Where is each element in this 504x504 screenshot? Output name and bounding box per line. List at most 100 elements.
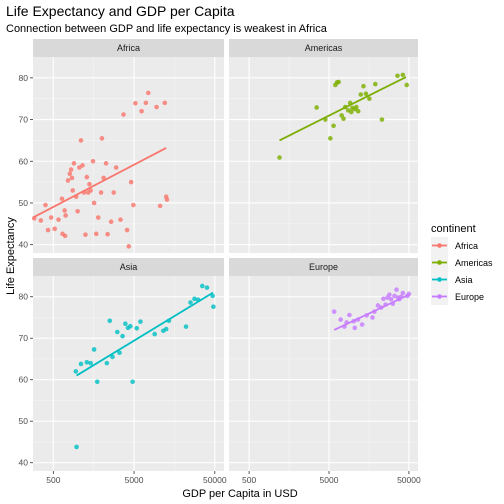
chart-subtitle: Connection between GDP and life expectan…	[6, 23, 328, 35]
data-point-europe	[331, 309, 337, 314]
legend-item-africa: Africa	[431, 237, 478, 254]
facet-strip-label: Asia	[120, 262, 138, 272]
data-point-americas	[363, 91, 369, 96]
data-point-americas	[331, 123, 336, 129]
data-point-africa	[93, 231, 99, 237]
data-point-africa	[111, 190, 117, 195]
x-tick-label: 500	[46, 475, 60, 485]
data-point-africa	[108, 219, 114, 225]
legend-item-asia: Asia	[431, 271, 473, 288]
data-point-africa	[145, 90, 151, 96]
data-point-africa	[113, 165, 119, 170]
facet-panel-africa: Africa 40 50 60 70 80	[19, 39, 224, 253]
data-point-africa	[80, 163, 85, 168]
data-point-americas	[400, 72, 406, 78]
data-point-asia	[115, 329, 120, 335]
data-point-asia	[163, 326, 169, 332]
y-tick-label: 60	[19, 156, 29, 166]
data-point-asia	[78, 361, 84, 367]
x-tick-label: 50000	[203, 475, 227, 485]
trend-line-europe	[333, 293, 410, 331]
data-point-africa	[105, 231, 110, 237]
y-tick-label: 70	[19, 333, 29, 343]
data-point-americas	[354, 104, 359, 110]
data-point-americas	[339, 113, 344, 118]
data-point-africa	[52, 226, 58, 232]
data-point-americas	[314, 105, 319, 110]
data-point-africa	[88, 188, 93, 193]
data-point-africa	[75, 208, 80, 214]
data-point-americas	[277, 155, 282, 160]
data-point-asia	[204, 285, 210, 290]
data-point-americas	[341, 116, 346, 122]
data-point-americas	[379, 117, 385, 122]
data-point-africa	[69, 175, 75, 181]
trend-line-africa	[32, 147, 167, 219]
data-point-europe	[400, 290, 406, 296]
legend-key-point	[437, 260, 442, 265]
legend-item-americas: Americas	[431, 254, 493, 271]
data-point-africa	[87, 181, 92, 187]
data-point-africa	[78, 138, 84, 143]
panel-background	[33, 276, 224, 471]
data-point-africa	[62, 208, 67, 213]
data-point-americas	[361, 83, 366, 89]
facet-strip-label: Americas	[305, 43, 343, 53]
data-point-europe	[347, 312, 352, 318]
data-point-asia	[123, 321, 128, 327]
data-point-africa	[43, 202, 48, 208]
data-point-africa	[118, 217, 123, 222]
data-point-asia	[110, 354, 115, 360]
data-point-africa	[59, 196, 65, 202]
y-tick-label: 40	[19, 240, 29, 250]
data-point-africa	[70, 188, 76, 193]
facet-strip	[33, 258, 224, 276]
data-point-asia	[152, 331, 157, 337]
x-tick-label: 500	[242, 475, 256, 485]
data-point-asia	[210, 293, 215, 299]
data-point-africa	[65, 178, 71, 183]
facet-strip	[33, 39, 224, 57]
data-point-americas	[336, 79, 341, 85]
data-point-africa	[124, 227, 130, 233]
legend-label: Europe	[455, 292, 484, 302]
data-point-africa	[98, 190, 104, 195]
facet-strip-label: Europe	[309, 262, 338, 272]
data-point-asia	[199, 283, 205, 289]
panel-background	[229, 276, 418, 471]
data-point-africa	[71, 161, 77, 166]
facet-strip-label: Africa	[117, 43, 140, 53]
data-point-africa	[139, 108, 144, 114]
data-point-asia	[107, 318, 113, 324]
y-tick-label: 60	[19, 375, 29, 385]
y-tick-label: 70	[19, 115, 29, 125]
data-point-africa	[95, 215, 101, 220]
legend: continent Africa Americas Asia Europe	[431, 223, 493, 305]
data-point-africa	[84, 174, 90, 180]
data-point-americas	[367, 96, 372, 102]
facet-panel-asia: Asia 40 50 60 70 80 500 5000 50000	[19, 258, 227, 485]
legend-title: continent	[431, 223, 476, 235]
data-point-africa	[143, 100, 149, 106]
facet-strip	[229, 39, 418, 57]
data-point-africa	[63, 213, 68, 218]
data-point-asia	[94, 379, 100, 385]
data-point-africa	[131, 202, 136, 208]
facet-strip	[229, 258, 418, 276]
legend-items: Africa Americas Asia Europe	[431, 237, 493, 305]
y-tick-label: 50	[19, 416, 29, 426]
data-point-africa	[154, 104, 159, 110]
legend-key-point	[437, 294, 442, 299]
data-point-europe	[394, 287, 399, 292]
chart-title: Life Expectancy and GDP per Capita	[6, 3, 235, 19]
data-point-africa	[90, 158, 96, 164]
data-point-africa	[48, 215, 54, 220]
data-point-africa	[162, 100, 168, 106]
facet-panel-americas: Americas	[229, 39, 418, 253]
data-point-africa	[56, 217, 61, 222]
data-point-europe	[352, 325, 358, 331]
x-tick-label: 50000	[397, 475, 421, 485]
data-point-asia	[84, 359, 90, 365]
data-point-africa	[62, 233, 68, 239]
data-point-europe	[387, 292, 392, 297]
